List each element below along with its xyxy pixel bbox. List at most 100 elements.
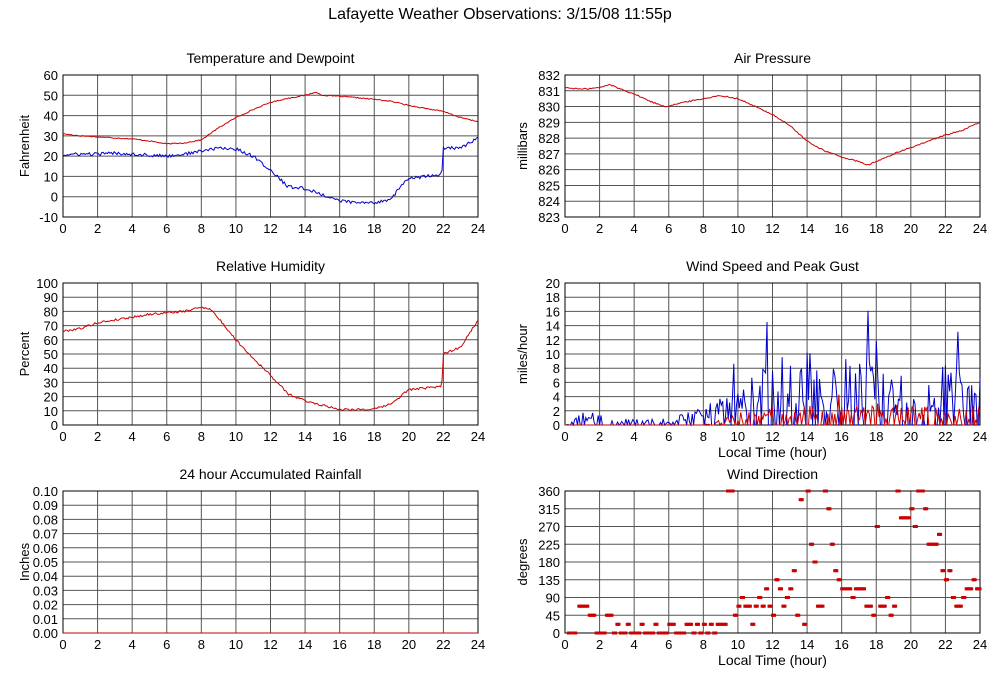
x-tick-label: 12 (263, 637, 277, 652)
wind-direction-point (603, 631, 607, 635)
x-tick-label: 10 (229, 221, 243, 236)
wind-direction-point (978, 587, 982, 591)
x-tick-label: 18 (367, 429, 381, 444)
y-tick-label: 826 (538, 163, 560, 178)
y-tick-label: 827 (538, 147, 560, 162)
y-tick-label: 20 (44, 149, 58, 164)
x-tick-label: 14 (298, 637, 312, 652)
wind-direction-point (894, 604, 898, 608)
y-tick-label: 823 (538, 210, 560, 225)
wind-direction-point (921, 489, 925, 493)
wind-direction-point (935, 542, 939, 546)
x-tick-label: 6 (665, 637, 672, 652)
wind-direction-point (738, 604, 742, 608)
y-tick-label: 6 (553, 375, 560, 390)
plot-frame (62, 74, 479, 218)
x-tick-label: 8 (198, 221, 205, 236)
y-tick-label: 830 (538, 100, 560, 115)
y-tick-label: 0 (553, 626, 560, 641)
wind-direction-point (766, 587, 770, 591)
wind-direction-point (804, 622, 808, 626)
y-tick-label: 829 (538, 115, 560, 130)
wind-direction-point (638, 631, 642, 635)
x-tick-label: 20 (904, 637, 918, 652)
y-tick-label: 270 (538, 520, 560, 535)
y-tick-label: 0.03 (33, 583, 58, 598)
y-tick-label: 100 (36, 276, 58, 291)
wind-direction-point (703, 622, 707, 626)
y-tick-label: 180 (538, 555, 560, 570)
y-tick-label: 0 (553, 418, 560, 433)
y-tick-label: 20 (44, 390, 58, 405)
wind-direction-point (593, 613, 597, 617)
y-tick-label: 225 (538, 537, 560, 552)
wind-direction-point (610, 613, 614, 617)
series-line (564, 83, 981, 166)
wind-direction-point (828, 507, 832, 511)
wind-direction-point (793, 569, 797, 573)
wind-direction-point (838, 578, 842, 582)
x-tick-label: 6 (163, 429, 170, 444)
y-axis-label: Inches (17, 542, 32, 581)
y-tick-label: 10 (546, 347, 560, 362)
x-tick-label: 0 (561, 221, 568, 236)
y-tick-label: 80 (44, 304, 58, 319)
x-tick-label: 14 (800, 221, 814, 236)
series-line (62, 91, 479, 145)
x-tick-label: 24 (973, 429, 987, 444)
y-tick-label: 831 (538, 84, 560, 99)
x-tick-label: 24 (973, 637, 987, 652)
wind-direction-point (883, 604, 887, 608)
y-tick-label: 8 (553, 361, 560, 376)
plot-frame (564, 490, 981, 634)
y-tick-label: 0.07 (33, 527, 58, 542)
wind-direction-point (970, 587, 974, 591)
y-tick-label: 135 (538, 573, 560, 588)
wind-direction-point (807, 489, 811, 493)
wind-direction-point (831, 542, 835, 546)
wind-direction-point (624, 631, 628, 635)
wind-direction-point (821, 604, 825, 608)
x-tick-label: 8 (700, 429, 707, 444)
wind-direction-point (655, 622, 659, 626)
wind-direction-point (769, 604, 773, 608)
wind-direction-point (776, 578, 780, 582)
wind-direction-point (800, 498, 804, 502)
x-tick-label: 6 (665, 221, 672, 236)
wind-direction-point (696, 622, 700, 626)
x-tick-label: 8 (700, 637, 707, 652)
y-tick-label: 14 (546, 319, 560, 334)
wind-direction-point (735, 613, 739, 617)
y-tick-label: 16 (546, 304, 560, 319)
wind-direction-point (852, 596, 856, 599)
wind-direction-point (683, 631, 687, 635)
y-tick-label: 2 (553, 404, 560, 419)
x-tick-label: 12 (263, 221, 277, 236)
y-tick-label: 70 (44, 319, 58, 334)
wind-direction-point (869, 604, 873, 608)
x-tick-label: 0 (561, 429, 568, 444)
wind-direction-point (925, 507, 929, 511)
y-axis-label: degrees (515, 538, 530, 585)
page-title: Lafayette Weather Observations: 3/15/08 … (328, 6, 672, 23)
wind-direction-point (724, 622, 728, 626)
x-tick-label: 10 (731, 429, 745, 444)
x-tick-label: 2 (596, 637, 603, 652)
y-tick-label: 824 (538, 194, 560, 209)
x-tick-label: 16 (332, 637, 346, 652)
wind-direction-point (783, 604, 787, 608)
x-tick-label: 16 (834, 429, 848, 444)
y-tick-label: 10 (44, 169, 58, 184)
x-tick-label: 10 (229, 637, 243, 652)
x-tick-label: 24 (471, 429, 485, 444)
y-tick-label: 50 (44, 347, 58, 362)
y-tick-label: 832 (538, 68, 560, 83)
wind-direction-point (824, 489, 828, 493)
x-tick-label: 22 (436, 429, 450, 444)
y-tick-label: 828 (538, 131, 560, 146)
wind-direction-point (959, 604, 963, 608)
x-axis-label: Local Time (hour) (718, 652, 827, 668)
chart-title: 24 hour Accumulated Rainfall (179, 466, 361, 482)
y-tick-label: -10 (39, 210, 58, 225)
